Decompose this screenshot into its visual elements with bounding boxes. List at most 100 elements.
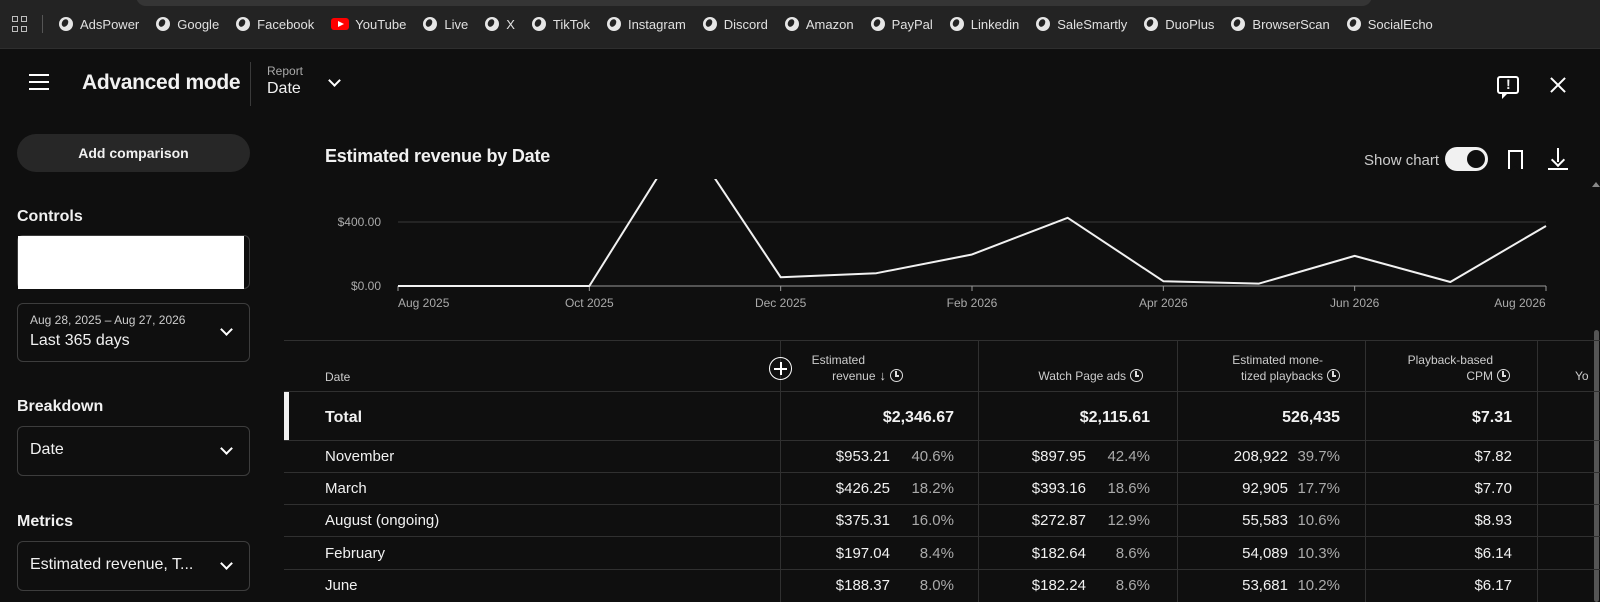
- controls-box[interactable]: [17, 235, 250, 289]
- bookmarks-bar: AdsPower Google Facebook YouTube Live X TikTok…: [0, 0, 1600, 49]
- globe-icon: [59, 17, 73, 31]
- column-header-revenue-line2: revenue: [832, 369, 876, 383]
- metrics-select[interactable]: Estimated revenue, T...: [17, 541, 250, 591]
- bookmark-item[interactable]: BrowserScan: [1231, 16, 1330, 32]
- bookmark-item[interactable]: Instagram: [606, 16, 686, 32]
- metrics-value: Estimated revenue, T...: [30, 556, 194, 573]
- bookmark-item[interactable]: YouTube: [331, 17, 406, 32]
- bookmark-label: SocialEcho: [1367, 16, 1433, 32]
- column-header-cpm-line2: CPM: [1466, 369, 1493, 383]
- bookmark-item[interactable]: DuoPlus: [1144, 17, 1214, 32]
- download-icon[interactable]: [1548, 148, 1568, 170]
- column-header-date[interactable]: Date: [325, 370, 351, 384]
- bookmark-label: Live: [444, 16, 469, 32]
- cell-cpm: $7.82: [1474, 448, 1512, 465]
- bookmark-label: PayPal: [891, 16, 933, 32]
- feedback-icon[interactable]: [1497, 76, 1519, 99]
- controls-label: Controls: [17, 208, 83, 225]
- cell-cpm: $7.70: [1474, 480, 1512, 497]
- globe-icon: [784, 17, 799, 31]
- globe-icon: [1231, 17, 1246, 31]
- column-header-truncated[interactable]: Yo: [1575, 369, 1589, 383]
- globe-icon: [1144, 17, 1159, 31]
- x-tick-label: Jun 2026: [1330, 296, 1380, 310]
- bookmark-label: DuoPlus: [1165, 16, 1215, 32]
- breakdown-value: Date: [30, 441, 64, 458]
- bookmark-item[interactable]: Linkedin: [949, 17, 1019, 32]
- menu-icon[interactable]: [29, 74, 49, 90]
- sort-arrow-down-icon[interactable]: ↓: [879, 368, 887, 383]
- show-chart-toggle[interactable]: [1445, 147, 1488, 171]
- breakdown-select[interactable]: Date: [17, 426, 250, 476]
- bookmark-item[interactable]: Discord: [702, 16, 768, 32]
- cell-revenue-pct: 40.6%: [911, 448, 954, 465]
- cell-playbacks-pct: 39.7%: [1297, 448, 1340, 465]
- bookmark-item[interactable]: AdsPower: [59, 17, 139, 32]
- clock-icon: [1327, 369, 1340, 382]
- bookmark-label: AdsPower: [80, 16, 140, 32]
- x-tick-label: Feb 2026: [947, 296, 998, 310]
- date-range-dates: Aug 28, 2025 – Aug 27, 2026: [30, 313, 186, 327]
- bookmark-label: Instagram: [627, 16, 686, 32]
- globe-icon: [485, 17, 500, 31]
- table-top-border: [284, 340, 1600, 341]
- scroll-up-arrow-icon[interactable]: [1592, 182, 1600, 187]
- row-divider: [284, 391, 1600, 392]
- column-header-playbacks[interactable]: Estimated mone- tized playbacks: [1232, 352, 1340, 384]
- show-chart-label: Show chart: [1364, 152, 1440, 169]
- cell-date: February: [325, 545, 386, 562]
- y-tick-label: $0.00: [351, 279, 381, 293]
- globe-icon: [423, 17, 438, 31]
- total-playbacks: 526,435: [1282, 409, 1340, 426]
- column-header-watch-page-ads[interactable]: Watch Page ads: [1038, 368, 1143, 384]
- bookmark-item[interactable]: Google: [156, 17, 219, 32]
- bookmark-item[interactable]: PayPal: [870, 16, 933, 32]
- revenue-line-chart: $0.00 $400.00 Aug 2025 Oct 2025 Dec 2025 Feb …: [338, 179, 1547, 310]
- cell-playbacks-pct: 17.7%: [1297, 480, 1340, 497]
- bookmark-item[interactable]: X: [485, 17, 515, 32]
- bookmark-label: BrowserScan: [1252, 16, 1330, 32]
- globe-icon: [156, 17, 171, 31]
- bookmark-item[interactable]: TikTok: [531, 17, 590, 32]
- cell-cpm: $6.14: [1474, 545, 1512, 562]
- column-divider: [1177, 340, 1178, 602]
- row-divider: [284, 440, 1600, 441]
- app-header: Advanced mode Report Date: [0, 50, 1600, 116]
- bookmark-item[interactable]: SaleSmartly: [1036, 17, 1127, 32]
- bookmark-label: SaleSmartly: [1057, 16, 1128, 32]
- globe-icon: [702, 17, 717, 31]
- bookmark-label: X: [506, 16, 515, 32]
- cell-revenue: $197.04: [835, 545, 890, 562]
- bookmark-item[interactable]: Facebook: [236, 17, 314, 32]
- bookmark-label: Discord: [723, 16, 768, 32]
- cell-date: August (ongoing): [325, 512, 440, 529]
- bookmark-label: Amazon: [805, 16, 854, 32]
- bookmark-label: Facebook: [257, 16, 315, 32]
- cell-revenue: $426.25: [835, 480, 890, 497]
- report-selector[interactable]: Date: [267, 80, 301, 97]
- bookmark-item[interactable]: SocialEcho: [1346, 16, 1433, 32]
- bookmark-icon[interactable]: [1508, 150, 1523, 173]
- bookmark-item[interactable]: Amazon: [784, 16, 854, 32]
- add-comparison-button[interactable]: Add comparison: [17, 134, 250, 172]
- column-divider: [978, 340, 979, 602]
- cell-cpm: $6.17: [1474, 577, 1512, 594]
- column-header-revenue[interactable]: Estimated revenue ↓: [812, 352, 903, 384]
- metrics-label: Metrics: [17, 513, 74, 530]
- x-tick-label: Oct 2025: [565, 296, 614, 310]
- cell-playbacks-pct: 10.2%: [1297, 577, 1340, 594]
- total-label: Total: [325, 409, 363, 426]
- date-range-select[interactable]: Aug 28, 2025 – Aug 27, 2026 Last 365 day…: [17, 303, 250, 362]
- column-header-playbacks-line1: Estimated mone-: [1232, 353, 1323, 367]
- column-header-cpm[interactable]: Playback-based CPM: [1408, 352, 1510, 384]
- cell-playbacks: 92,905: [1242, 480, 1288, 497]
- add-column-icon[interactable]: [769, 357, 792, 380]
- controls-redacted-area: [18, 236, 244, 289]
- scrollbar[interactable]: [1594, 330, 1599, 602]
- apps-grid-icon[interactable]: [12, 16, 28, 32]
- cell-revenue-pct: 18.2%: [911, 480, 954, 497]
- column-header-watch-label: Watch Page ads: [1038, 369, 1126, 383]
- bookmark-item[interactable]: Live: [423, 17, 468, 32]
- bookmark-label: YouTube: [355, 16, 407, 32]
- cell-playbacks: 54,089: [1242, 545, 1288, 562]
